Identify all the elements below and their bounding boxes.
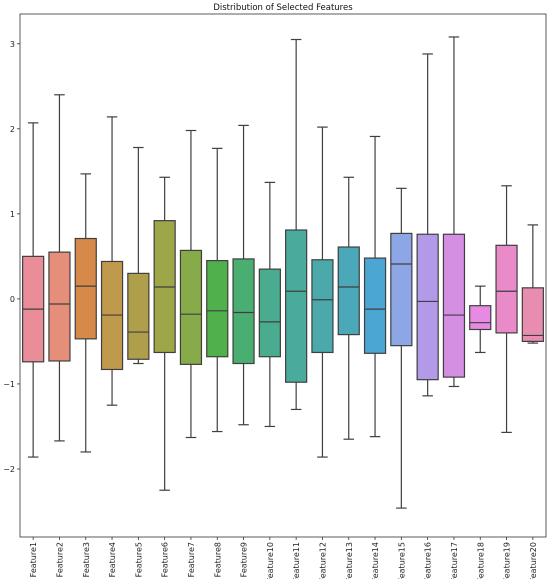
box-Feature17 [442, 36, 466, 388]
box-Feature6 [153, 176, 176, 491]
box-Feature10 [258, 181, 281, 428]
iqr-box [416, 233, 439, 381]
box-Feature19 [495, 185, 518, 433]
plot-area: −2 −1 0 1 2 3 Feature1 Feature2 Feature3 Feature4… [3, 36, 544, 579]
x-tick-label: Feature1 [29, 542, 38, 577]
box-Feature15 [390, 187, 413, 509]
x-tick-label: Feature2 [55, 542, 64, 577]
x-tick-label: Feature19 [503, 542, 512, 579]
box-Feature20 [521, 224, 544, 344]
iqr-box [521, 287, 544, 343]
x-tick-label: Feature5 [134, 542, 143, 577]
x-tick-label: Feature16 [424, 542, 433, 579]
x-tick-label: Feature11 [292, 542, 301, 579]
iqr-box [179, 249, 203, 365]
box-Feature7 [179, 129, 203, 439]
x-tick-label: Feature14 [371, 542, 380, 579]
x-tick-label: Feature9 [240, 542, 249, 577]
iqr-box [495, 244, 518, 334]
box-Feature11 [285, 38, 308, 411]
x-tick-label: Feature15 [397, 542, 406, 579]
x-tick-label: Feature6 [161, 542, 170, 577]
iqr-box [258, 268, 281, 358]
x-tick-label: Feature10 [266, 542, 275, 579]
box-Feature16 [416, 53, 439, 397]
box-Feature12 [311, 126, 334, 458]
x-tick-label: Feature13 [345, 542, 354, 579]
x-tick-label: Feature17 [450, 542, 459, 579]
box-Feature5 [127, 146, 150, 365]
box-Feature4 [100, 116, 124, 406]
x-tick-label: Feature20 [529, 542, 538, 579]
y-tick-label: −2 [3, 465, 15, 474]
x-tick-label: Feature4 [108, 542, 117, 577]
box-Feature18 [469, 285, 492, 354]
box-Feature14 [363, 135, 387, 438]
box-Feature9 [232, 124, 255, 426]
iqr-box [48, 251, 71, 362]
iqr-box [337, 246, 360, 336]
iqr-box [232, 258, 255, 365]
plot-frame [19, 13, 547, 538]
iqr-box [442, 233, 466, 378]
chart-title: Distribution of Selected Features [213, 3, 353, 13]
iqr-box [74, 237, 97, 340]
box-Feature2 [48, 94, 71, 442]
x-tick-label: Feature12 [318, 542, 327, 579]
iqr-box [127, 272, 150, 360]
iqr-box [390, 232, 413, 347]
y-tick-label: −1 [3, 380, 15, 389]
iqr-box [206, 260, 229, 358]
x-tick-label: Feature7 [187, 542, 196, 577]
iqr-box [363, 257, 387, 354]
y-tick-label: 1 [10, 210, 15, 219]
y-tick-label: 0 [10, 295, 15, 304]
iqr-box [285, 229, 308, 383]
x-tick-label: Feature8 [213, 542, 222, 577]
box-Feature3 [74, 173, 97, 453]
box-Feature1 [22, 122, 45, 458]
box-Feature8 [206, 147, 229, 433]
x-tick-label: Feature3 [82, 542, 91, 577]
y-tick-label: 3 [10, 40, 15, 49]
y-tick-label: 2 [10, 125, 15, 134]
x-tick-label: Feature18 [476, 542, 485, 579]
box-Feature13 [337, 176, 360, 440]
iqr-box [311, 259, 334, 354]
iqr-box [469, 305, 492, 331]
